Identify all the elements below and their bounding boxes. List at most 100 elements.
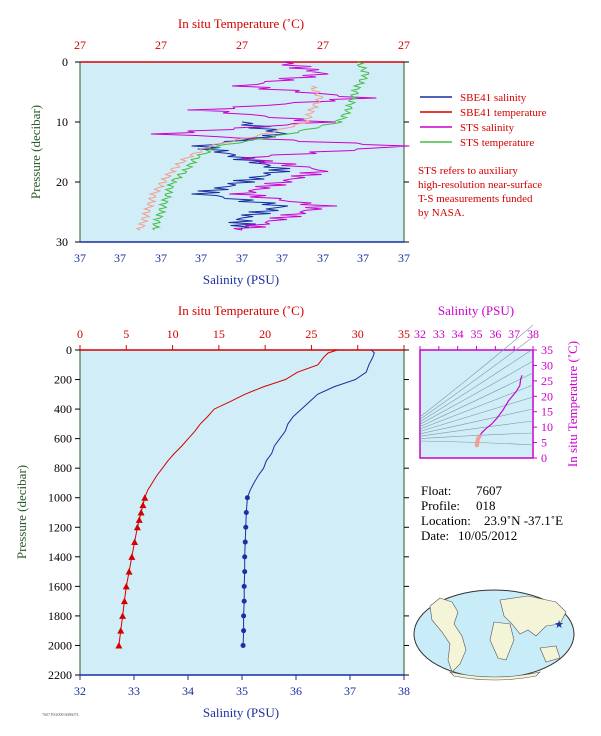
temperature-point	[122, 582, 130, 590]
salinity-point	[241, 598, 247, 604]
world-map: ★	[413, 589, 575, 681]
main-pressure-tick: 1200	[48, 520, 72, 534]
temperature-point	[119, 612, 127, 619]
main-temp-tick: 25	[305, 327, 317, 341]
main-temp-tick: 5	[123, 327, 129, 341]
salinity-point	[241, 613, 247, 619]
main-pressure-tick: 1800	[48, 609, 72, 623]
ts-density-contour	[419, 420, 534, 437]
float-label: Float:	[421, 483, 451, 498]
temperature-point	[125, 568, 133, 575]
sts-note-line: T-S measurements funded	[418, 193, 533, 205]
ts-temp-tick: 20	[541, 389, 553, 403]
temperature-point	[131, 538, 139, 546]
float-value: 7607	[476, 483, 503, 498]
top-sal-tick: 37	[114, 251, 126, 265]
top-title: In situ Temperature (˚C)	[178, 16, 304, 31]
ts-salinity-ticks: 32 33 34 35 36 37 38	[414, 327, 539, 350]
main-salinity-ticks: 32 33 34 35 36 37 38	[74, 675, 410, 698]
main-pressure-tick: 0	[66, 343, 72, 357]
top-plot-area	[79, 61, 405, 243]
main-pressure-tick: 1000	[48, 491, 72, 505]
main-pressure-tick: 2000	[48, 638, 72, 652]
ts-density-contour	[419, 336, 534, 420]
salinity-point	[243, 510, 249, 515]
top-sal-tick: 37	[398, 251, 410, 265]
main-temp-tick: 20	[259, 327, 271, 341]
main-title: In situ Temperature (˚C)	[178, 303, 304, 318]
salinity-point	[241, 583, 247, 589]
date-value: 10/05/2012	[458, 528, 517, 543]
date-label: Date:	[421, 528, 449, 543]
ts-sal-tick: 36	[489, 327, 501, 341]
top-sal-tick: 37	[195, 251, 207, 265]
main-plot-lines	[115, 349, 375, 649]
main-sal-tick: 37	[344, 684, 356, 698]
map-land-australia	[539, 645, 561, 663]
main-pressure-tick: 1400	[48, 550, 72, 564]
temperature-point	[137, 509, 145, 516]
ts-sal-tick: 37	[508, 327, 520, 341]
profile-label: Profile:	[421, 498, 460, 513]
top-sal-tick: 37	[155, 251, 167, 265]
salinity-point	[242, 539, 248, 545]
profile-value: 018	[476, 498, 496, 513]
top-series-sbe41-temperature	[135, 85, 324, 231]
salinity-point	[241, 628, 247, 634]
salinity-point	[244, 495, 250, 501]
ts-sal-tick: 33	[433, 327, 445, 341]
salinity-point	[240, 642, 246, 648]
main-sal-tick: 33	[128, 684, 140, 698]
ts-sal-tick: 32	[414, 327, 426, 341]
main-temp-tick: 35	[398, 327, 410, 341]
top-temp-tick: 27	[74, 38, 86, 52]
top-sal-tick: 37	[357, 251, 369, 265]
top-pressure-tick: 30	[56, 235, 68, 249]
top-xlabel: Salinity (PSU)	[203, 272, 279, 287]
ts-density-contour	[419, 348, 534, 423]
main-pressure-tick: 1600	[48, 579, 72, 593]
top-ylabel: Pressure (decibar)	[28, 105, 43, 199]
main-temp-ticks: 0 5 10 15 20 25 30 35	[77, 327, 410, 350]
main-pressure-tick: 200	[54, 373, 72, 387]
main-pressure-tick: 400	[54, 402, 72, 416]
ts-density-contour	[419, 360, 534, 425]
top-sal-tick: 37	[276, 251, 288, 265]
temperature-point	[139, 501, 147, 509]
temperature-point	[120, 597, 128, 605]
top-pressure-tick: 0	[62, 55, 68, 69]
legend: SBE41 salinity SBE41 temperature STS sal…	[420, 92, 547, 149]
main-sal-tick: 36	[290, 684, 302, 698]
temperature-point	[117, 627, 125, 634]
top-pressure-tick: 10	[56, 115, 68, 129]
ts-temp-tick: 15	[541, 405, 553, 419]
main-sal-tick: 32	[74, 684, 86, 698]
main-ylabel: Pressure (decibar)	[14, 465, 29, 559]
legend-sts-temperature: STS temperature	[460, 137, 534, 149]
main-sal-tick: 34	[182, 684, 194, 698]
top-temp-tick: 27	[398, 38, 410, 52]
top-series-sts-salinity	[150, 61, 410, 231]
ts-temp-tick: 30	[541, 358, 553, 372]
float-info: Float: 7607 Profile: 018 Location: 23.9˚…	[421, 483, 563, 543]
ts-density-contour	[419, 396, 534, 432]
sts-note: STS refers to auxiliary high-resolution …	[418, 165, 542, 219]
main-pressure-tick: 800	[54, 461, 72, 475]
map-land-eurasia	[499, 595, 567, 637]
top-pressure-tick: 20	[56, 175, 68, 189]
main-temp-tick: 10	[167, 327, 179, 341]
top-temp-ticks: 27 27 27 27 27	[74, 38, 410, 52]
temperature-point	[141, 494, 149, 501]
sts-note-line: by NASA.	[418, 207, 465, 219]
main-sal-tick: 35	[236, 684, 248, 698]
footer-text: 7607 PS2008 6086074	[42, 712, 78, 717]
main-plot-area	[79, 349, 405, 676]
ts-temp-tick: 0	[541, 451, 547, 465]
top-temp-tick: 27	[236, 38, 248, 52]
legend-sts-salinity: STS salinity	[460, 122, 515, 134]
top-pressure-ticks: 0 10 20 30	[56, 55, 68, 249]
main-pressure-tick: 2200	[48, 668, 72, 682]
main-temp-tick: 15	[213, 327, 225, 341]
main-xlabel: Salinity (PSU)	[203, 705, 279, 720]
